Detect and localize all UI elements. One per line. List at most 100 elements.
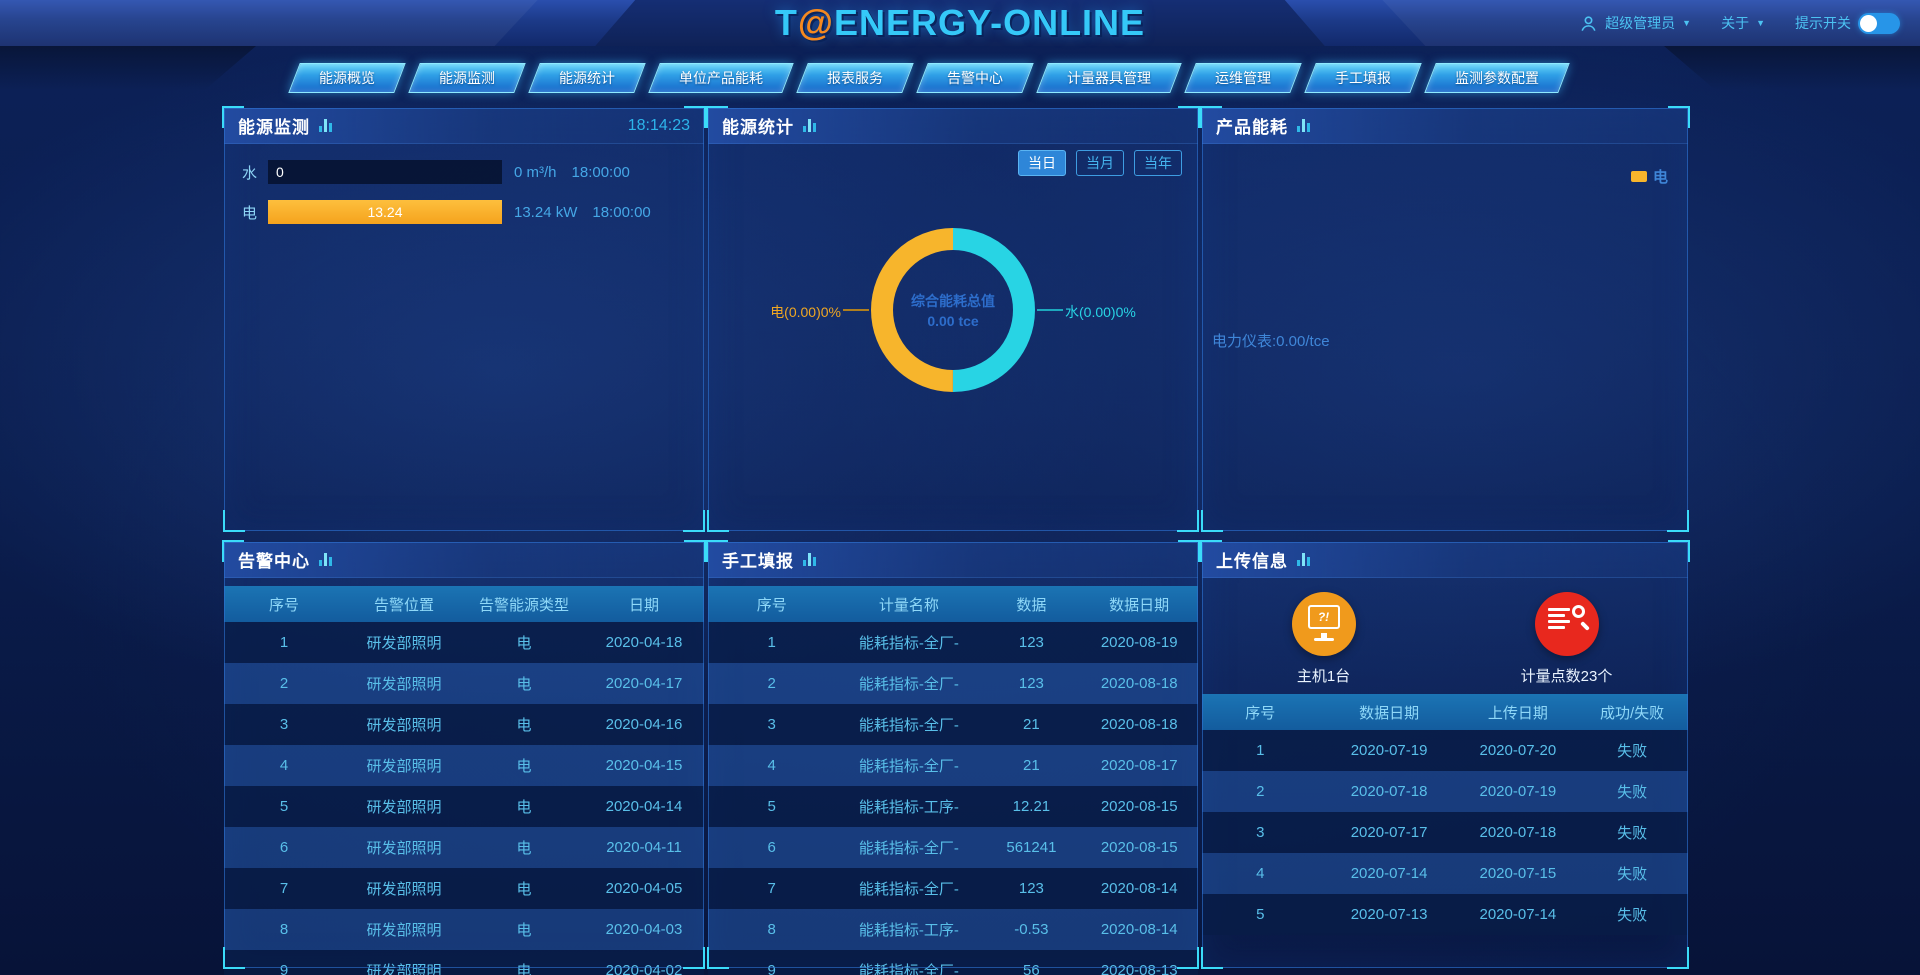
topbar-left-shine (0, 0, 538, 46)
bar-chart-icon (1297, 553, 1310, 566)
meter-time: 18:00:00 (592, 203, 651, 221)
nav-tab-4[interactable]: 报表服务 (796, 63, 914, 93)
meter-time: 18:00:00 (571, 163, 630, 181)
meter-points-stat: 计量点数23个 (1445, 592, 1688, 686)
panel-title: 产品能耗 (1216, 118, 1288, 137)
table-cell: 2020-08-15 (1100, 839, 1178, 856)
table-cell: 能耗指标-全厂- (858, 881, 959, 898)
topbar-right-shine (1382, 0, 1920, 46)
meter-value: 0 m³/h (514, 163, 557, 181)
alarm-row: 2 研发部照明 电 2020-04-17 (224, 663, 704, 704)
table-body: 1 2020-07-19 2020-07-20 失败 2 2020-07-18 2020-0… (1202, 730, 1688, 935)
manual-entry-row: 5 能耗指标-工序- 12.21 2020-08-15 (708, 786, 1198, 827)
table-cell: 123 (1018, 634, 1044, 651)
table-cell: 2 (767, 675, 776, 692)
manual-entry-row: 3 能耗指标-全厂- 21 2020-08-18 (708, 704, 1198, 745)
nav-tab-5[interactable]: 告警中心 (916, 63, 1034, 93)
table-cell: 2020-04-03 (605, 921, 683, 938)
panel-title: 手工填报 (722, 552, 794, 571)
period-button-0[interactable]: 当日 (1018, 150, 1066, 176)
table-cell: 研发部照明 (366, 717, 442, 734)
table-cell: 2 (279, 675, 289, 692)
table-cell: 5 (1256, 906, 1265, 923)
banner-wing-left (0, 46, 256, 90)
meter-value: 13.24 kW (514, 203, 578, 221)
table-cell: 21 (1023, 757, 1040, 774)
meter-label: 电 (242, 204, 258, 222)
nav-tab-label: 监测参数配置 (1455, 70, 1539, 86)
person-icon (1581, 15, 1596, 31)
donut-label-water: 水(0.00)0% (1065, 304, 1136, 320)
tips-toggle[interactable] (1858, 12, 1900, 34)
upload-row: 5 2020-07-13 2020-07-14 失败 (1202, 894, 1688, 935)
meter-list: 水 0 0 m³/h 18:00:00 电 13.24 13.24 kW 18:00:00 (224, 144, 704, 232)
logo-at-glyph: @ (797, 2, 835, 43)
nav-tab-3[interactable]: 单位产品能耗 (648, 63, 794, 93)
nav-tab-label: 手工填报 (1335, 70, 1391, 86)
nav-tab-8[interactable]: 手工填报 (1304, 63, 1422, 93)
nav-tab-2[interactable]: 能源统计 (528, 63, 646, 93)
table-header-row: 序号 告警位置 告警能源类型 日期 (224, 586, 704, 622)
bar-chart-icon (319, 553, 332, 566)
toggle-knob (1860, 14, 1877, 32)
legend-swatch-electric (1630, 171, 1647, 182)
table-cell: 56 (1023, 962, 1040, 975)
table-body: 1 能耗指标-全厂- 123 2020-08-19 2 能耗指标-全厂- 123 2020-0… (708, 622, 1198, 975)
table-cell: 561241 (1006, 839, 1057, 856)
table-cell: 8 (279, 921, 289, 938)
panel-title: 上传信息 (1216, 552, 1288, 571)
table-cell: 能耗指标-工序- (858, 922, 959, 939)
table-cell: 9 (279, 962, 289, 975)
table-cell: 失败 (1617, 866, 1648, 883)
table-cell: 4 (279, 757, 289, 774)
table-cell: 2020-08-17 (1100, 757, 1178, 774)
alarm-row: 4 研发部照明 电 2020-04-15 (224, 745, 704, 786)
table-header-row: 序号 数据日期 上传日期 成功/失败 (1202, 694, 1688, 730)
table-cell: 失败 (1617, 825, 1648, 842)
table-cell: -0.53 (1014, 921, 1049, 938)
about-menu[interactable]: 关于 ▼ (1721, 15, 1765, 31)
nav-tab-label: 告警中心 (947, 70, 1003, 86)
table-cell: 1 (1256, 742, 1265, 759)
topbar-center-shade (595, 0, 1325, 46)
table-cell: 7 (279, 880, 289, 897)
nav-tab-6[interactable]: 计量器具管理 (1036, 63, 1182, 93)
bar-chart-icon (803, 553, 816, 566)
table-cell: 失败 (1617, 907, 1648, 924)
nav-tab-1[interactable]: 能源监测 (408, 63, 526, 93)
panel-energy-stats: 能源统计 当日 当月 当年 综合能耗总值 0.00 tce 电(0.00)0% 水(… (706, 106, 1200, 532)
table-cell: 研发部照明 (366, 635, 442, 652)
panel-product-energy: 产品能耗 电 电力仪表:0.00/tce (1200, 106, 1690, 532)
table-cell: 能耗指标-全厂- (858, 840, 959, 857)
electric-meter-value: 电力仪表:0.00/tce (1212, 333, 1330, 350)
main-nav: 能源概览 能源监测 能源统计 单位产品能耗 报表服务 告警中心 计量器具管理 运维管理 手工填报… (288, 63, 1570, 93)
period-button-2[interactable]: 当年 (1134, 150, 1182, 176)
caret-down-icon: ▼ (1756, 17, 1765, 28)
table-cell: 能耗指标-全厂- (858, 963, 959, 975)
column-header: 数据日期 (1109, 596, 1170, 614)
nav-tab-9[interactable]: 监测参数配置 (1424, 63, 1570, 93)
period-button-1[interactable]: 当月 (1076, 150, 1124, 176)
table-cell: 能耗指标-全厂- (858, 676, 959, 693)
manual-entry-row: 6 能耗指标-全厂- 561241 2020-08-15 (708, 827, 1198, 868)
alarm-row: 5 研发部照明 电 2020-04-14 (224, 786, 704, 827)
table-cell: 电 (516, 840, 532, 857)
table-cell: 能耗指标-全厂- (858, 717, 959, 734)
user-menu[interactable]: 超级管理员 ▼ (1579, 13, 1691, 33)
chart-legend[interactable]: 电 (1630, 166, 1668, 187)
table-cell: 2020-07-13 (1350, 906, 1428, 923)
upload-row: 2 2020-07-18 2020-07-19 失败 (1202, 771, 1688, 812)
meter-fill (268, 200, 502, 224)
table-cell: 2020-04-15 (605, 757, 683, 774)
nav-tab-7[interactable]: 运维管理 (1184, 63, 1302, 93)
table-cell: 123 (1018, 880, 1044, 897)
table-cell: 1 (767, 634, 776, 651)
panel-title: 能源监测 (238, 118, 310, 137)
table-cell: 失败 (1617, 743, 1648, 760)
caret-down-icon: ▼ (1682, 17, 1692, 28)
nav-tab-0[interactable]: 能源概览 (288, 63, 406, 93)
column-header: 序号 (268, 596, 299, 614)
table-cell: 研发部照明 (366, 758, 442, 775)
alarm-row: 6 研发部照明 电 2020-04-11 (224, 827, 704, 868)
table-cell: 3 (279, 716, 289, 733)
